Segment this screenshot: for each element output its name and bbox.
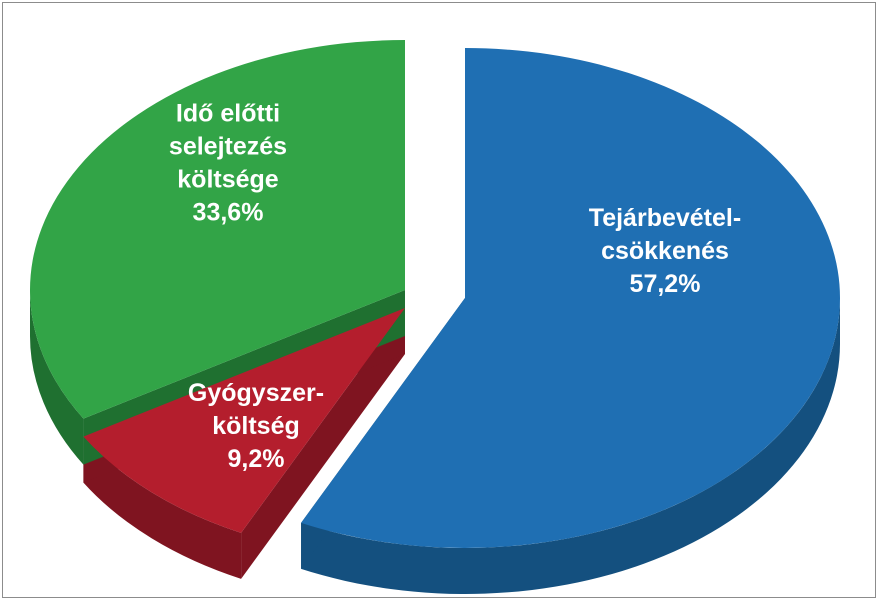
slice-category-label: Tejárbevétel- [589, 204, 741, 232]
slice-category-label: Gyógyszer- [188, 379, 324, 407]
slice-category-label: költség [212, 412, 300, 440]
slice-category-label: Idő előtti [176, 100, 280, 128]
pie-slice [301, 48, 841, 548]
slice-labels: Tejárbevétel-csökkenés 57,2% Gyógyszer-köl… [169, 100, 741, 474]
slice-category-label: selejtezés [169, 133, 287, 161]
slice-tops [29, 40, 841, 548]
pie-slice [29, 40, 405, 419]
slice-value-label: 57,2% [630, 270, 701, 298]
slice-value-label: 9,2% [228, 445, 285, 473]
pie-slice-side [301, 298, 841, 595]
pie-slice-cut [241, 308, 405, 579]
pie-slice-side [83, 436, 242, 579]
slice-category-label: csökkenés [601, 237, 729, 265]
pie-slice [83, 308, 406, 533]
pie-slice-side [30, 290, 84, 465]
slice-value-label: 33,6% [193, 199, 264, 227]
slice-category-label: költsége [177, 166, 279, 194]
